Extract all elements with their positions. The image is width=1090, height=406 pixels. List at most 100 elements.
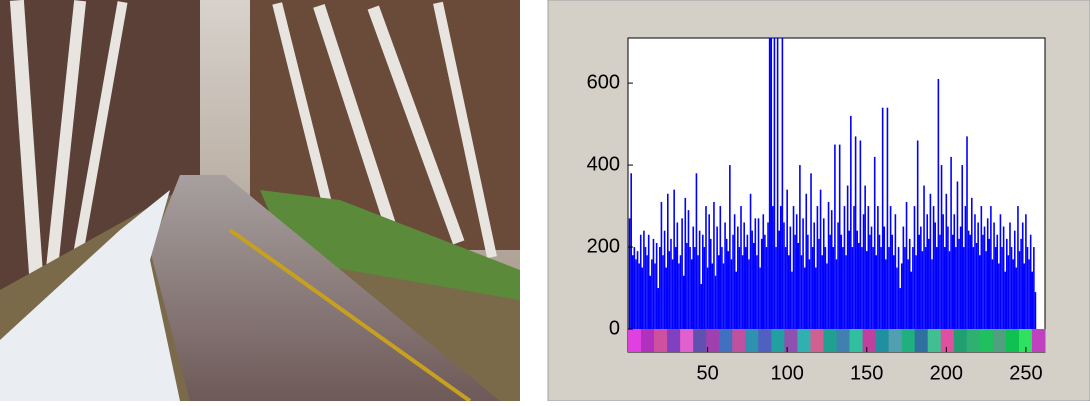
y-tick-label: 0 (609, 317, 620, 339)
bar (829, 235, 831, 329)
bar (917, 140, 919, 329)
bar (680, 255, 682, 329)
bar (833, 247, 835, 329)
colorbar-stripe (810, 329, 824, 352)
colorbar-stripe (758, 329, 772, 352)
bar (880, 247, 882, 329)
bar (971, 198, 973, 329)
bar (780, 206, 782, 329)
bar (987, 218, 989, 329)
bar (976, 243, 978, 329)
bar (938, 79, 940, 329)
bar (960, 227, 962, 329)
bar (831, 210, 833, 329)
bar (848, 231, 850, 329)
bar (713, 202, 715, 329)
bar (689, 247, 691, 329)
bar (777, 34, 779, 329)
bar (1031, 272, 1033, 329)
bar (640, 235, 642, 329)
bar (664, 231, 666, 329)
bar (915, 255, 917, 329)
bar (836, 259, 838, 329)
bar (643, 231, 645, 329)
bar (974, 214, 976, 329)
colorbar-stripe (993, 329, 1007, 352)
bar (885, 259, 887, 329)
bar (895, 214, 897, 329)
bar (804, 268, 806, 329)
bar (705, 206, 707, 329)
bar (756, 255, 758, 329)
bar (642, 268, 644, 329)
bar (990, 206, 992, 329)
bar (1001, 247, 1003, 329)
bar (1027, 247, 1029, 329)
colorbar-stripe (876, 329, 890, 352)
bar (805, 194, 807, 329)
bar (702, 235, 704, 329)
bar (923, 186, 925, 329)
bar (1008, 255, 1010, 329)
bar (907, 259, 909, 329)
bar (992, 259, 994, 329)
bar (710, 239, 712, 329)
bar (817, 206, 819, 329)
colorbar-stripe (863, 329, 877, 352)
bar (656, 243, 658, 329)
colorbar-stripe (680, 329, 694, 352)
bar (823, 218, 825, 329)
bar (1019, 251, 1021, 329)
bar (828, 202, 830, 329)
bar (961, 165, 963, 329)
bar (966, 136, 968, 329)
bar (866, 251, 868, 329)
bar (1033, 247, 1035, 329)
bar (731, 259, 733, 329)
bar (1012, 259, 1014, 329)
bar (651, 259, 653, 329)
bar (850, 116, 852, 329)
bar (933, 206, 935, 329)
bar (856, 231, 858, 329)
bar (973, 247, 975, 329)
bar (638, 263, 640, 329)
bar (793, 206, 795, 329)
bar (649, 276, 651, 329)
bar (899, 288, 901, 329)
bar (922, 251, 924, 329)
photo (0, 0, 520, 401)
bar (673, 190, 675, 329)
bar (914, 206, 916, 329)
bar (759, 268, 761, 329)
bar (847, 186, 849, 329)
bar (834, 145, 836, 329)
bar (809, 259, 811, 329)
bar (720, 206, 722, 329)
bar (928, 239, 930, 329)
bar (1030, 235, 1032, 329)
bar (968, 231, 970, 329)
bar (755, 218, 757, 329)
x-tick-label: 250 (1009, 362, 1042, 384)
bar (998, 263, 1000, 329)
bar (815, 268, 817, 329)
bar (840, 235, 842, 329)
bar (653, 239, 655, 329)
bar (942, 214, 944, 329)
bar (875, 255, 877, 329)
bar (925, 247, 927, 329)
page: {"chart_data": {"type": "bar", "color": … (0, 0, 1090, 401)
bar (1016, 268, 1018, 329)
bar (761, 239, 763, 329)
bar (930, 194, 932, 329)
colorbar (628, 329, 1046, 352)
bar (691, 259, 693, 329)
bar (775, 247, 777, 329)
bar (718, 255, 720, 329)
bar (901, 263, 903, 329)
bar (963, 247, 965, 329)
bar (734, 214, 736, 329)
bar (982, 235, 984, 329)
bar (877, 206, 879, 329)
